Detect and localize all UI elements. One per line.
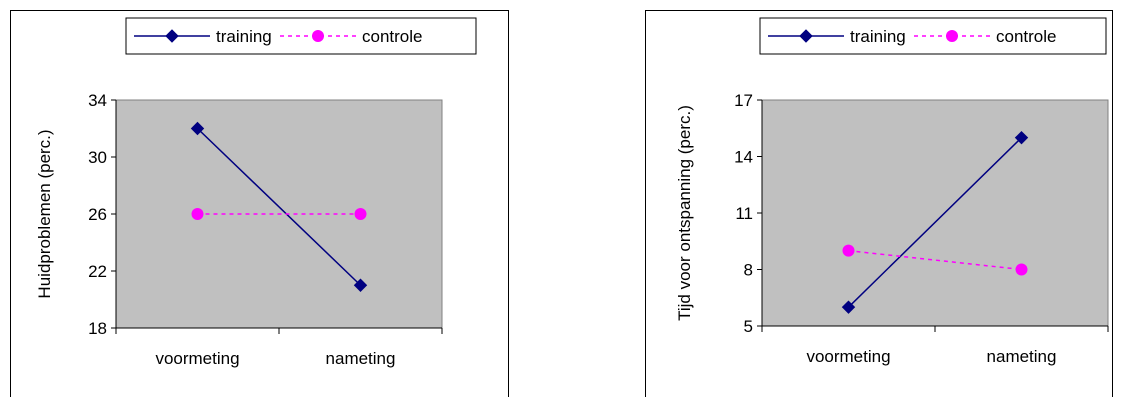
legend-label-controle: controle	[996, 27, 1056, 46]
y-tick-label: 26	[88, 205, 107, 224]
y-tick-label: 30	[88, 148, 107, 167]
data-point-controle	[192, 208, 204, 220]
y-tick-label: 14	[734, 148, 753, 167]
y-tick-label: 18	[88, 319, 107, 338]
y-axis-label: Huidproblemen (perc.)	[35, 129, 54, 298]
y-tick-label: 5	[744, 317, 753, 336]
x-tick-label: voormeting	[155, 349, 239, 368]
legend-label-controle: controle	[362, 27, 422, 46]
legend: training controle	[760, 18, 1106, 54]
y-tick-label: 34	[88, 91, 107, 110]
legend-marker-controle	[946, 30, 958, 42]
legend-label-training: training	[216, 27, 272, 46]
data-point-controle	[843, 245, 855, 257]
chart-2: 5 8 11 14 17 voormeting nameting Tijd voor onts…	[646, 11, 1113, 398]
y-tick-label: 11	[735, 204, 753, 223]
y-tick-label: 8	[744, 261, 753, 280]
data-point-controle	[355, 208, 367, 220]
x-tick-label: nameting	[987, 347, 1057, 366]
y-tick-label: 17	[734, 91, 753, 110]
legend: training controle	[126, 18, 476, 54]
legend-marker-controle	[312, 30, 324, 42]
x-tick-label: voormeting	[806, 347, 890, 366]
y-axis-label: Tijd voor ontspanning (perc.)	[675, 105, 694, 321]
x-tick-label: nameting	[326, 349, 396, 368]
data-point-controle	[1016, 264, 1028, 276]
legend-label-training: training	[850, 27, 906, 46]
plot-area	[762, 100, 1108, 326]
y-tick-label: 22	[88, 262, 107, 281]
chart-1: 18 22 26 30 34 voormeting nameting Huidprobleme…	[11, 11, 509, 398]
